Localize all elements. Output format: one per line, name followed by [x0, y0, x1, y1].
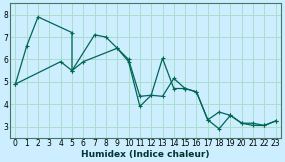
X-axis label: Humidex (Indice chaleur): Humidex (Indice chaleur)	[81, 150, 210, 159]
